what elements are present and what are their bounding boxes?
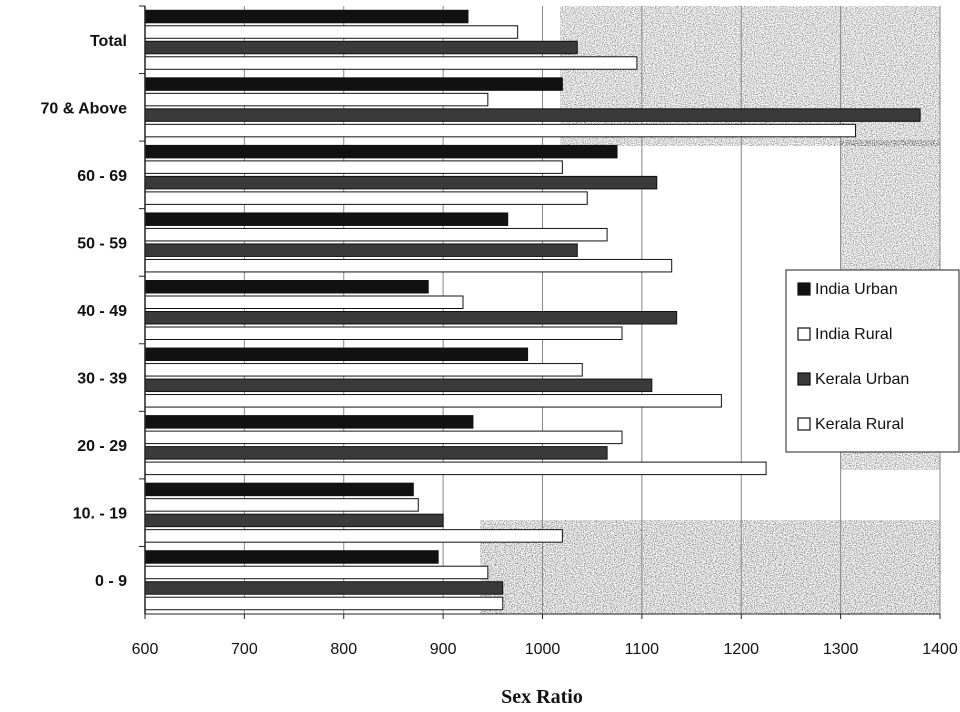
category-label: 30 - 39 [77,371,127,388]
bar-kerala-rural [144,56,638,70]
bar-kerala-urban [144,446,608,460]
bar-india-urban [144,212,509,226]
bar-kerala-rural [144,461,767,476]
bar-kerala-rural [144,258,673,273]
bar-kerala-urban [144,311,678,325]
bar-kerala-rural [144,529,563,543]
bar-kerala-rural [144,326,623,340]
bar-india-rural [144,295,464,309]
category-label: 20 - 29 [77,438,127,455]
x-tick-label: 1000 [525,641,561,658]
x-axis-title: Sex Ratio [501,686,583,708]
bar-kerala-urban [144,175,658,190]
legend-swatch [797,372,811,386]
bar-kerala-rural [144,191,588,205]
legend: India Urban India Rural Kerala Urban Kerala… [785,269,960,453]
x-tick-labels: 600 700 800 900 1000 1100 1200 1300 1400 [132,614,958,658]
bar-india-rural [144,92,489,107]
x-tick-label: 900 [430,641,457,658]
bar-india-rural [144,25,519,39]
bar-kerala-urban [144,108,921,122]
x-tick-label: 1300 [823,641,859,658]
bar-india-rural [144,363,583,377]
bar-india-urban [144,482,414,497]
bar-india-urban [144,415,474,429]
legend-label: Kerala Rural [815,416,904,433]
legend-swatch [797,282,811,296]
bar-india-urban [144,144,618,159]
legend-swatch [797,327,811,341]
scan-texture-top-right [560,6,940,146]
bar-india-urban [144,9,469,24]
category-label: 0 - 9 [95,573,127,590]
bar-india-urban [144,77,563,91]
bars [144,9,921,611]
x-tick-label: 1100 [625,641,660,658]
category-label: 40 - 49 [77,303,127,320]
bar-india-rural [144,430,623,445]
legend-box [785,269,960,453]
bar-kerala-urban [144,243,578,257]
bar-india-rural [144,160,563,174]
bar-kerala-urban [144,581,504,595]
bar-kerala-rural [144,123,857,138]
x-tick-label: 800 [330,641,357,658]
legend-label: India Urban [815,281,898,298]
bar-india-urban [144,550,439,564]
x-tick-label: 1200 [723,641,759,658]
gridlines [243,6,941,614]
x-tick-label: 1400 [922,641,958,658]
category-label: Total [90,33,127,50]
bar-india-urban [144,347,529,362]
bar-india-urban [144,280,429,294]
bar-kerala-rural [144,394,722,408]
category-label: 70 & Above [40,100,127,117]
bar-kerala-urban [144,378,653,393]
x-tick-label: 600 [132,641,159,658]
category-label: 60 - 69 [77,168,127,185]
category-labels: Total 70 & Above 60 - 69 50 - 59 40 - 49 30 -… [40,5,145,590]
category-label: 10. - 19 [73,506,127,523]
category-label: 50 - 59 [77,235,127,252]
bar-india-rural [144,227,608,242]
bar-india-rural [144,498,419,512]
legend-label: India Rural [815,326,892,343]
x-tick-label: 700 [231,641,258,658]
legend-swatch [797,417,811,431]
legend-label: Kerala Urban [815,371,909,388]
bar-india-rural [144,565,489,580]
bar-kerala-rural [144,596,504,611]
bar-kerala-urban [144,513,444,528]
bar-kerala-urban [144,40,578,55]
